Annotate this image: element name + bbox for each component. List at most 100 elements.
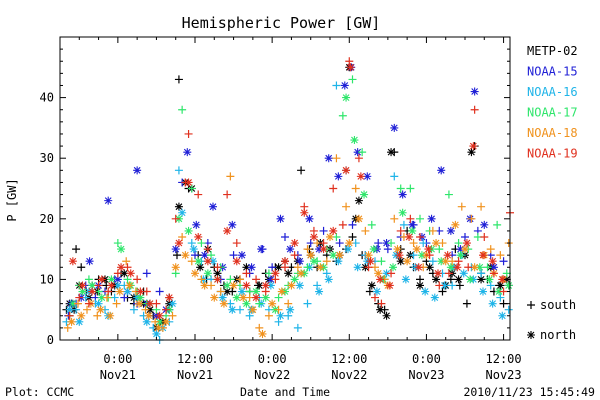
- north-point: [209, 202, 217, 211]
- north-point: [210, 293, 219, 302]
- north-point: [488, 299, 497, 308]
- south-point: [112, 299, 121, 308]
- north-point: [209, 257, 217, 266]
- north-point: [142, 317, 151, 326]
- north-point: [276, 311, 285, 320]
- north-point: [306, 251, 315, 260]
- north-point: [232, 293, 241, 302]
- north-point: [258, 329, 267, 338]
- north-point: [154, 323, 163, 332]
- north-point: [446, 226, 455, 235]
- south-point: [274, 317, 283, 326]
- north-point: [104, 196, 113, 205]
- north-point: [218, 293, 227, 302]
- legend-entry: NOAA-19: [527, 147, 578, 161]
- north-point: [223, 281, 232, 290]
- south-point: [477, 269, 486, 278]
- north-point: [242, 263, 251, 272]
- south-point: [75, 293, 84, 302]
- south-point: [455, 281, 464, 290]
- north-point: [171, 263, 180, 272]
- south-point: [348, 75, 357, 84]
- south-point: [236, 305, 244, 314]
- south-point: [435, 245, 444, 254]
- north-point: [184, 226, 193, 235]
- south-point: [454, 239, 463, 248]
- south-point: [187, 184, 196, 193]
- south-point: [284, 311, 293, 320]
- north-point: [453, 263, 462, 272]
- south-point: [365, 287, 374, 296]
- north-point: [315, 245, 324, 254]
- south-point: [104, 287, 113, 296]
- south-point: [448, 281, 457, 290]
- north-point: [107, 281, 116, 290]
- south-point: [187, 239, 196, 248]
- north-point: [192, 220, 201, 229]
- south-point: [264, 311, 273, 320]
- south-point: [229, 251, 238, 260]
- north-point: [203, 257, 212, 266]
- south-point: [197, 275, 206, 284]
- south-point: [142, 269, 151, 278]
- north-point: [106, 311, 115, 320]
- north-point: [335, 251, 344, 260]
- north-point: [268, 299, 277, 308]
- data-marks: [62, 57, 514, 344]
- north-point: [290, 275, 299, 284]
- south-point: [489, 269, 498, 278]
- south-point: [322, 269, 331, 278]
- south-point: [232, 239, 241, 248]
- north-point: [334, 257, 343, 266]
- north-point: [342, 93, 351, 102]
- north-point: [437, 166, 446, 175]
- north-point: [183, 148, 192, 157]
- north-point: [461, 245, 469, 254]
- south-point: [387, 269, 396, 278]
- south-point: [348, 220, 357, 229]
- north-point: [284, 269, 293, 278]
- south-point: [371, 293, 379, 302]
- south-point: [168, 311, 177, 320]
- south-point: [77, 263, 86, 272]
- north-point: [117, 263, 126, 272]
- north-point: [286, 245, 295, 254]
- legend-entry: NOAA-15: [527, 65, 578, 79]
- north-point: [366, 257, 375, 266]
- south-point: [245, 311, 254, 320]
- north-point: [470, 263, 479, 272]
- south-point: [303, 245, 312, 254]
- south-point: [197, 239, 206, 248]
- north-point: [126, 269, 135, 278]
- south-point: [416, 214, 424, 223]
- legend: METP-02 NOAA-15 NOAA-16 NOAA-17 NOAA-18 NOAA-…: [527, 44, 578, 161]
- south-point: [338, 220, 347, 229]
- north-point: [456, 245, 465, 254]
- series-noaa-19: [65, 57, 514, 320]
- x-tick-time-label: 12:00: [177, 352, 213, 366]
- marker-legend-label: south: [540, 298, 576, 312]
- north-point: [219, 299, 228, 308]
- north-point: [97, 275, 106, 284]
- north-point: [353, 148, 362, 157]
- north-point: [342, 166, 351, 175]
- north-point: [174, 239, 183, 248]
- south-point: [387, 239, 396, 248]
- x-tick-time-label: 12:00: [331, 352, 367, 366]
- south-point: [129, 305, 138, 314]
- north-point: [329, 226, 338, 235]
- south-point: [496, 251, 505, 260]
- north-point: [113, 281, 122, 290]
- plot-frame: [59, 36, 511, 341]
- x-tick-time-label: 0:00: [412, 352, 441, 366]
- north-point: [354, 214, 363, 223]
- north-point: [290, 239, 299, 248]
- south-point: [377, 299, 386, 308]
- north-point: [286, 305, 295, 314]
- north-point: [350, 136, 359, 145]
- south-point: [191, 251, 199, 260]
- south-point: [141, 305, 150, 314]
- north-point: [398, 190, 407, 199]
- north-point: [398, 208, 407, 217]
